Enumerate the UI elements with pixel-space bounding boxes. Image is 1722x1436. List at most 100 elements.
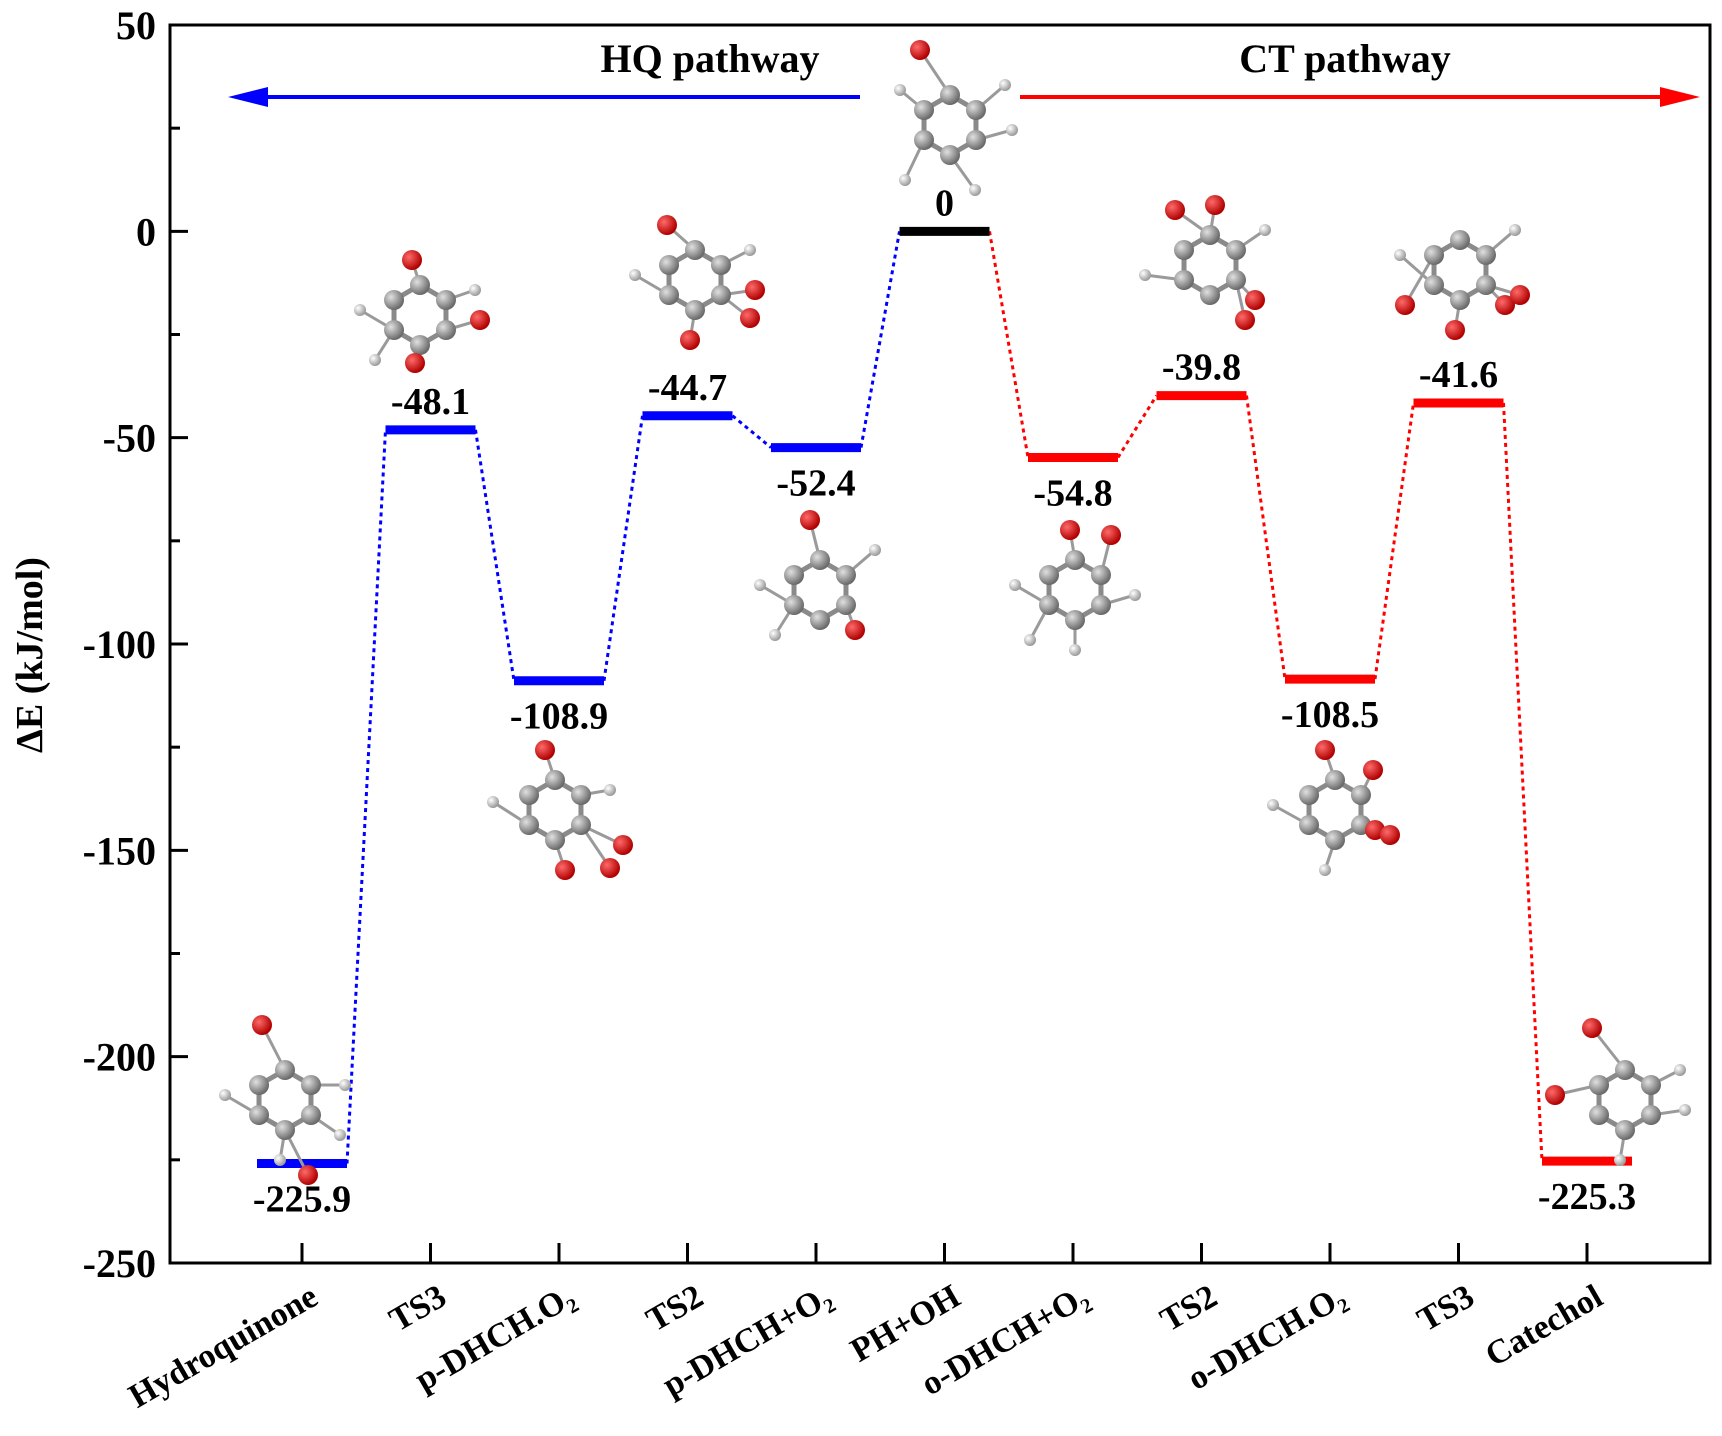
hydrogen-atom <box>1024 634 1036 646</box>
hydrogen-atom <box>487 796 499 808</box>
carbon-atom <box>384 320 405 340</box>
ts3-ct-molecule <box>1394 224 1530 340</box>
oxygen-atom <box>402 250 422 270</box>
carbon-atom <box>1039 595 1060 615</box>
oxygen-atom <box>1101 525 1121 545</box>
connector-lines <box>345 231 1544 1164</box>
oxygen-atom <box>613 835 633 855</box>
carbon-atom <box>835 565 856 585</box>
carbon-atom <box>710 255 731 275</box>
y-tick-label: -50 <box>103 416 156 461</box>
carbon-atom <box>810 550 830 570</box>
carbon-atom <box>410 335 430 355</box>
oxygen-atom <box>535 740 555 760</box>
y-axis-label: ΔE (kJ/mol) <box>9 557 51 753</box>
oxygen-atom <box>1380 825 1400 845</box>
energy-value-label: -54.8 <box>1033 472 1112 514</box>
oxygen-atom <box>252 1015 272 1035</box>
hydrogen-atom <box>274 1154 286 1166</box>
hydrogen-atom <box>1394 249 1406 261</box>
x-tick-label: TS3 <box>383 1278 452 1339</box>
oxygen-atom <box>745 280 765 300</box>
hydrogen-atom <box>469 284 481 296</box>
hydrogen-atom <box>1267 799 1279 811</box>
hydrogen-atom <box>604 784 616 796</box>
oxygen-atom <box>1245 290 1265 310</box>
hydrogen-atom <box>769 629 781 641</box>
carbon-atom <box>435 320 456 340</box>
oxygen-atom <box>1060 520 1080 540</box>
ct-pathway-title: CT pathway <box>1239 36 1451 81</box>
ts3-hq-molecule <box>354 250 490 373</box>
carbon-atom <box>1589 1075 1610 1095</box>
oxygen-atom <box>298 1165 318 1185</box>
carbon-atom <box>1174 240 1195 260</box>
catechol-molecule <box>1545 1018 1691 1166</box>
phenol-molecule <box>894 40 1018 196</box>
hydrogen-atom <box>1129 589 1141 601</box>
carbon-atom <box>1225 240 1246 260</box>
connector-dotted <box>474 429 516 681</box>
carbon-atom <box>835 595 856 615</box>
hydrogen-atom <box>969 184 981 196</box>
carbon-atom <box>1200 225 1220 245</box>
carbon-atom <box>300 1105 321 1125</box>
carbon-atom <box>384 290 405 310</box>
carbon-atom <box>1424 275 1445 295</box>
hq-pathway-arrow: HQ pathway <box>228 36 860 107</box>
connector-dotted <box>1373 402 1415 680</box>
p-dhch-o2-molecule <box>487 740 633 880</box>
oxygen-atom <box>1205 195 1225 215</box>
carbon-atom <box>1299 785 1320 805</box>
hydrogen-atom <box>369 354 381 366</box>
carbon-atom <box>1424 245 1445 265</box>
y-tick-label: -200 <box>83 1035 156 1080</box>
carbon-atom <box>1065 550 1085 570</box>
carbon-atom <box>300 1075 321 1095</box>
oxygen-atom <box>555 860 575 880</box>
oxygen-atom <box>740 308 760 328</box>
hydrogen-atom <box>1009 579 1021 591</box>
carbon-atom <box>1325 770 1345 790</box>
carbon-atom <box>519 785 540 805</box>
connector-dotted <box>731 414 772 449</box>
y-tick-label: -150 <box>83 828 156 873</box>
oxygen-atom <box>1545 1085 1565 1105</box>
oxygen-atom <box>1235 310 1255 330</box>
carbon-atom <box>519 815 540 835</box>
energy-value-label: -44.7 <box>648 367 727 409</box>
connector-dotted <box>1245 395 1287 680</box>
hq-pathway-title: HQ pathway <box>601 36 820 81</box>
carbon-atom <box>659 285 680 305</box>
carbon-atom <box>1615 1060 1635 1080</box>
hydrogen-atom <box>999 79 1011 91</box>
hydrogen-atom <box>1069 644 1081 656</box>
energy-value-label: -39.8 <box>1162 347 1241 389</box>
oxygen-atom <box>405 353 425 373</box>
hydrogen-atom <box>354 304 366 316</box>
carbon-atom <box>1450 290 1470 310</box>
energy-value-label: -225.9 <box>253 1179 351 1221</box>
hq-arrow-head <box>228 87 268 107</box>
x-tick-label: Hydroquinone <box>123 1278 324 1416</box>
oxygen-atom <box>1445 320 1465 340</box>
carbon-atom <box>1065 610 1085 630</box>
molecule-illustrations <box>219 40 1691 1185</box>
carbon-atom <box>659 255 680 275</box>
energy-value-label: -108.5 <box>1281 694 1379 736</box>
carbon-atom <box>249 1075 270 1095</box>
energy-value-label: -48.1 <box>391 381 470 423</box>
hydrogen-atom <box>754 579 766 591</box>
oxygen-atom <box>1395 295 1415 315</box>
ct-arrow-head <box>1660 87 1700 107</box>
carbon-atom <box>914 100 935 120</box>
carbon-atom <box>545 770 565 790</box>
hydrogen-atom <box>1674 1064 1686 1076</box>
carbon-atom <box>1325 830 1345 850</box>
x-tick-label: TS2 <box>640 1278 709 1339</box>
carbon-atom <box>1450 230 1470 250</box>
energy-levels <box>257 226 1632 1169</box>
hydrogen-atom <box>1679 1104 1691 1116</box>
carbon-atom <box>1299 815 1320 835</box>
